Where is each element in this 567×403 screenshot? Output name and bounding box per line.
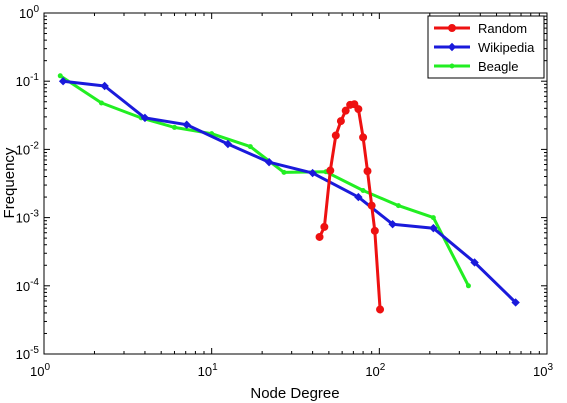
y-tick-label: 10-4 [16,277,40,294]
legend-item-random: Random [434,21,527,36]
x-tick-label: 103 [533,362,553,379]
series-wikipedia-point [354,192,363,202]
series-beagle-point [247,144,253,150]
series-wikipedia [58,76,520,307]
y-tick-label: 100 [19,4,39,21]
legend-random-marker [448,24,456,32]
series-beagle-point [430,215,436,221]
series-wikipedia-point [388,220,397,229]
series-wikipedia-point [429,223,438,233]
series-wikipedia-point [511,298,520,307]
series-beagle-point [57,73,63,79]
legend-beagle-marker [449,63,455,69]
legend-wikipedia-marker [447,42,457,52]
x-tick-label: 102 [365,362,385,379]
series-random-point [341,106,350,115]
series-random-point [320,222,329,231]
series-beagle-point [171,124,177,130]
series-beagle-point [395,203,401,209]
series-beagle-point [465,283,471,289]
series-wikipedia-point [58,76,68,86]
series-random-point [370,226,379,235]
series-random [315,100,385,314]
series-beagle-point [281,169,287,175]
x-axis-label: Node Degree [250,385,339,402]
legend-item-beagle: Beagle [434,59,518,74]
y-axis-label: Frequency [1,147,18,218]
series-random-point [359,133,368,142]
series-beagle-point [98,100,104,106]
series-random-point [363,167,372,176]
series-wikipedia-line [62,79,517,304]
series-wikipedia-point [308,168,317,178]
series-random-point [331,131,340,140]
legend-beagle-label: Beagle [478,59,518,74]
legend-item-wikipedia: Wikipedia [434,40,535,55]
series-wikipedia-point [140,113,150,123]
series-wikipedia-point [223,139,233,149]
series-random-point [367,201,376,210]
y-tick-label: 10-1 [16,72,40,89]
x-tick-label: 101 [198,362,218,379]
series-wikipedia-point [182,120,191,129]
legend-wikipedia-label: Wikipedia [478,40,535,55]
series-wikipedia-point [470,258,479,267]
y-tick-label: 10-3 [16,209,40,226]
series-random-point [336,117,345,126]
series-random-point [376,305,385,314]
series-random-point [326,166,335,175]
series-random-point [354,105,363,114]
series-wikipedia-point [100,81,109,91]
y-tick-label: 10-5 [16,345,40,362]
y-tick-label: 10-2 [16,140,40,157]
series-beagle-line [59,74,470,287]
legend-random-label: Random [478,21,527,36]
x-tick-label: 100 [30,362,50,379]
series-wikipedia-point [264,157,274,167]
series-random-point [315,232,324,241]
series-beagle-point [360,187,366,193]
